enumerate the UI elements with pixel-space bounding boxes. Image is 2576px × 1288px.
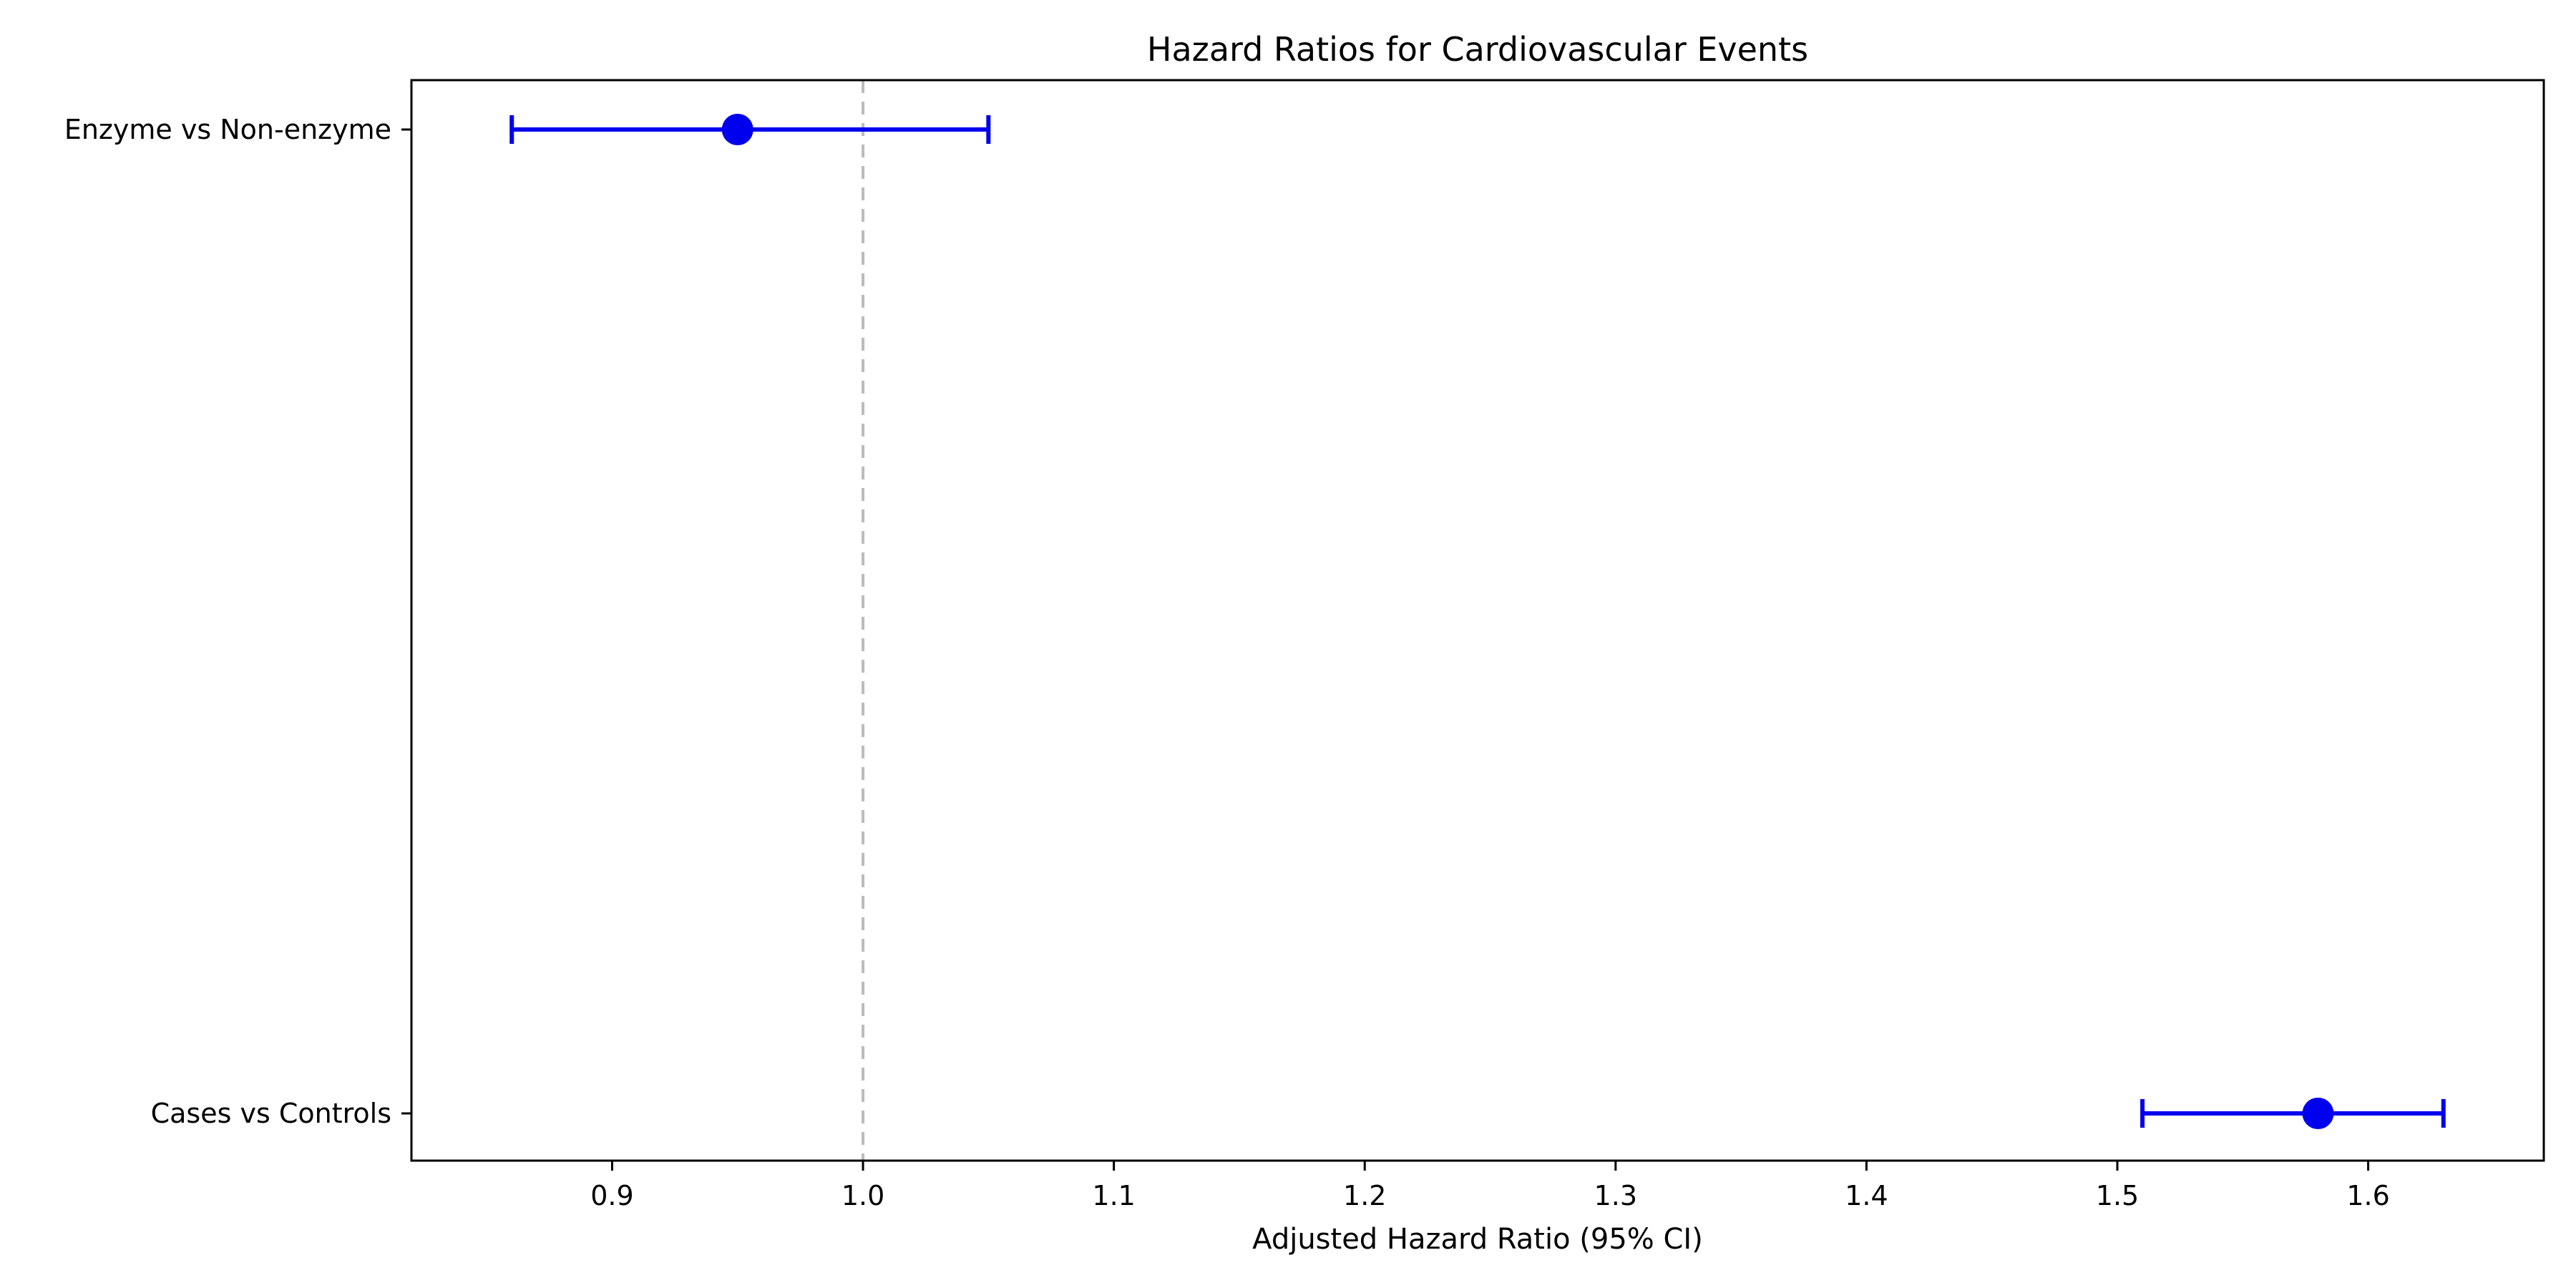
estimate-row bbox=[509, 114, 991, 145]
x-tick-label: 1.0 bbox=[841, 1180, 884, 1211]
x-tick-label: 1.6 bbox=[2346, 1180, 2389, 1211]
plot-background bbox=[411, 80, 2544, 1161]
x-axis: 0.9 1.0 1.1 1.2 1.3 1.4 1.5 1.6 bbox=[590, 1161, 2390, 1211]
x-tick-label: 1.1 bbox=[1092, 1180, 1135, 1211]
estimate-row bbox=[2140, 1098, 2446, 1129]
plot-frame bbox=[410, 79, 2545, 1162]
y-axis: Enzyme vs Non-enzyme Cases vs Controls bbox=[64, 114, 411, 1129]
x-tick-label: 1.5 bbox=[2096, 1180, 2139, 1211]
hazard-ratio-point bbox=[2302, 1098, 2334, 1129]
data-marks bbox=[509, 114, 2446, 1129]
hazard-ratio-point bbox=[721, 114, 753, 145]
x-axis-label: Adjusted Hazard Ratio (95% CI) bbox=[1252, 1223, 1703, 1256]
y-tick-label: Cases vs Controls bbox=[151, 1098, 391, 1129]
plot-area bbox=[410, 79, 2545, 1162]
x-tick-label: 1.2 bbox=[1343, 1180, 1386, 1211]
chart-title: Hazard Ratios for Cardiovascular Events bbox=[1147, 30, 1808, 69]
y-tick-label: Enzyme vs Non-enzyme bbox=[64, 114, 391, 145]
x-tick-label: 1.4 bbox=[1845, 1180, 1888, 1211]
x-tick-label: 0.9 bbox=[590, 1180, 633, 1211]
x-tick-label: 1.3 bbox=[1594, 1180, 1637, 1211]
